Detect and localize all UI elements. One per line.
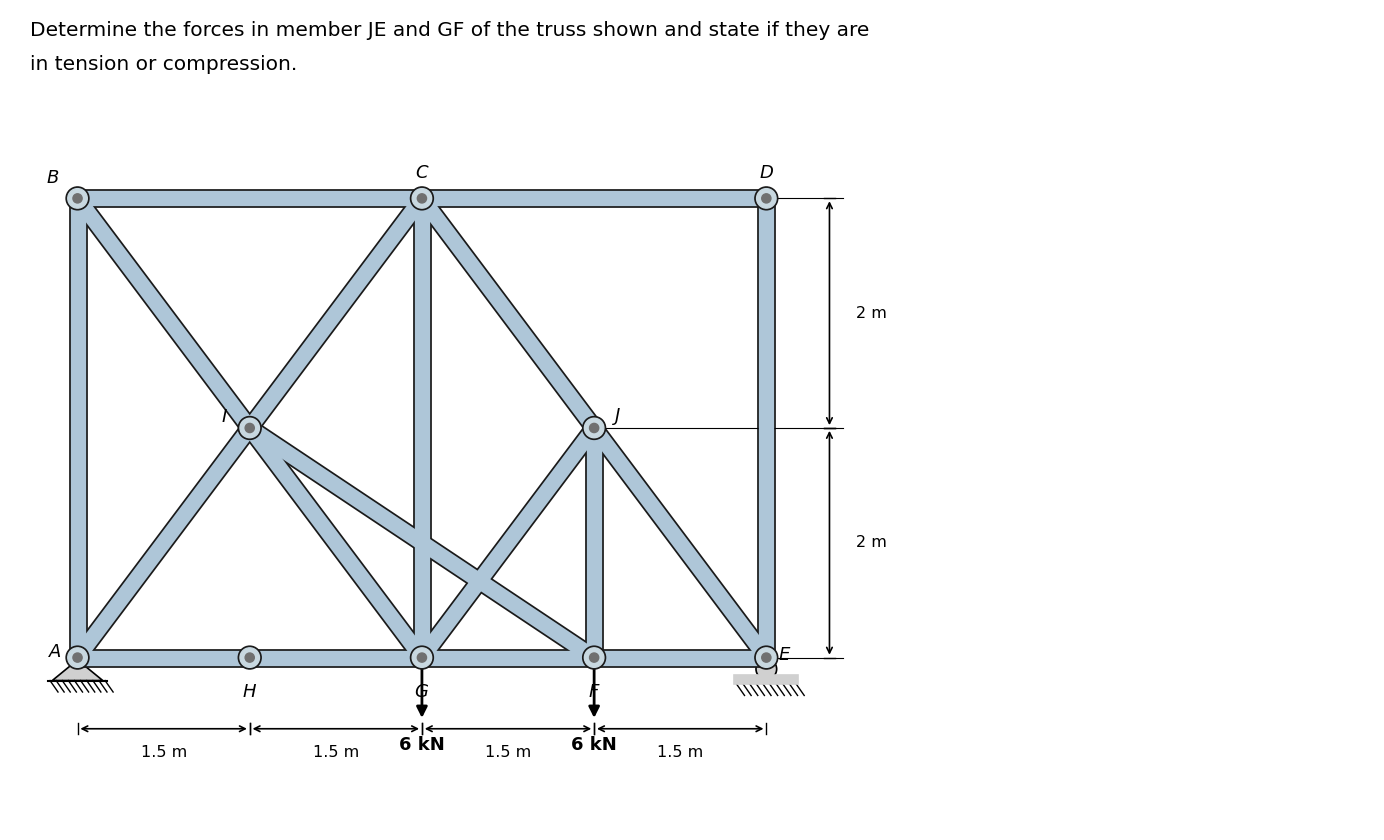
- Circle shape: [245, 653, 255, 662]
- Circle shape: [418, 653, 426, 662]
- Circle shape: [590, 653, 599, 662]
- Circle shape: [761, 653, 771, 662]
- Circle shape: [761, 194, 771, 203]
- Text: $\mathit{H}$: $\mathit{H}$: [242, 683, 257, 701]
- Text: $\mathit{F}$: $\mathit{F}$: [588, 683, 601, 701]
- Text: $\mathit{J}$: $\mathit{J}$: [612, 406, 621, 427]
- Text: $\mathit{A}$: $\mathit{A}$: [47, 643, 61, 661]
- Circle shape: [73, 194, 82, 203]
- Text: 1.5 m: 1.5 m: [484, 745, 531, 760]
- Circle shape: [245, 423, 255, 433]
- Text: $\mathit{E}$: $\mathit{E}$: [778, 646, 792, 664]
- Text: $\mathit{B}$: $\mathit{B}$: [46, 169, 60, 186]
- Circle shape: [754, 186, 778, 210]
- Text: 1.5 m: 1.5 m: [141, 745, 187, 760]
- Circle shape: [411, 646, 433, 669]
- Text: $\mathit{D}$: $\mathit{D}$: [758, 164, 774, 182]
- Circle shape: [238, 646, 262, 669]
- Text: 1.5 m: 1.5 m: [313, 745, 358, 760]
- Text: 2 m: 2 m: [855, 535, 887, 550]
- Text: 6 kN: 6 kN: [572, 736, 617, 753]
- Text: 2 m: 2 m: [855, 306, 887, 321]
- Circle shape: [584, 418, 603, 438]
- Text: $\mathit{C}$: $\mathit{C}$: [415, 164, 429, 182]
- Text: in tension or compression.: in tension or compression.: [30, 55, 298, 74]
- Circle shape: [583, 646, 606, 669]
- Text: $\mathit{I}$: $\mathit{I}$: [221, 407, 228, 426]
- Circle shape: [68, 648, 87, 667]
- Text: 6 kN: 6 kN: [399, 736, 444, 753]
- Circle shape: [756, 659, 776, 680]
- Polygon shape: [53, 660, 102, 680]
- Circle shape: [757, 648, 776, 667]
- Circle shape: [418, 194, 426, 203]
- Circle shape: [583, 417, 606, 439]
- Circle shape: [412, 189, 432, 208]
- Circle shape: [73, 653, 82, 662]
- Circle shape: [66, 186, 89, 210]
- Text: Determine the forces in member JE and GF of the truss shown and state if they ar: Determine the forces in member JE and GF…: [30, 21, 869, 40]
- Circle shape: [238, 417, 262, 439]
- Circle shape: [412, 648, 432, 667]
- Circle shape: [584, 648, 603, 667]
- Text: $\mathit{G}$: $\mathit{G}$: [414, 683, 429, 701]
- Circle shape: [239, 418, 259, 438]
- Text: 1.5 m: 1.5 m: [657, 745, 703, 760]
- Circle shape: [411, 186, 433, 210]
- Circle shape: [66, 646, 89, 669]
- Circle shape: [590, 423, 599, 433]
- Circle shape: [239, 648, 259, 667]
- FancyBboxPatch shape: [734, 675, 799, 684]
- Circle shape: [757, 189, 776, 208]
- Circle shape: [754, 646, 778, 669]
- Circle shape: [68, 189, 87, 208]
